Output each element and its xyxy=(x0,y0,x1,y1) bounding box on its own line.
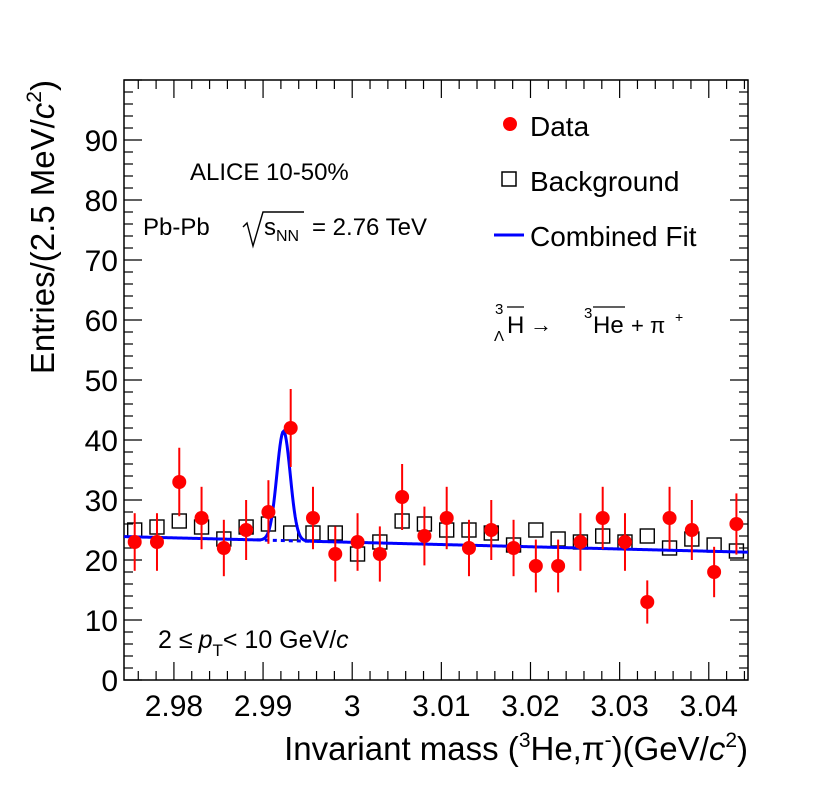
background-point xyxy=(282,525,299,541)
data-point xyxy=(372,547,387,561)
collision-system-label: Pb-Pb sNN = 2.76 TeV xyxy=(143,211,427,249)
svg-text:= 2.76 TeV: = 2.76 TeV xyxy=(312,214,427,241)
data-point xyxy=(239,523,254,537)
svg-text:He: He xyxy=(593,312,624,339)
svg-text:3: 3 xyxy=(495,301,503,318)
x-tick-label: 3.04 xyxy=(680,690,738,723)
y-tick-label: 80 xyxy=(85,185,118,218)
decay-channel-label: 3 Λ H → 3 He + π + xyxy=(494,301,683,345)
x-axis-title: Invariant mass (3He,π-)(GeV/c2) xyxy=(284,729,748,767)
data-point xyxy=(707,565,722,579)
x-tick-label: 2.99 xyxy=(234,690,292,723)
background-series xyxy=(126,513,745,562)
legend-background-marker xyxy=(501,171,517,187)
data-point xyxy=(395,490,410,504)
data-point xyxy=(617,535,632,549)
legend-background-label: Background xyxy=(530,166,679,197)
data-point xyxy=(595,511,610,525)
data-point xyxy=(328,547,343,561)
background-point xyxy=(528,522,544,538)
svg-text:Pb-Pb: Pb-Pb xyxy=(143,214,210,241)
data-point xyxy=(506,541,521,555)
legend-fit-label: Combined Fit xyxy=(530,221,697,252)
data-point xyxy=(684,523,699,537)
combined-fit-series xyxy=(123,429,749,554)
data-point xyxy=(127,535,142,549)
y-tick-label: 20 xyxy=(85,545,118,578)
x-tick-label: 2.98 xyxy=(145,690,203,723)
data-point xyxy=(216,541,231,555)
axis-ticks xyxy=(124,79,748,681)
background-point xyxy=(639,528,655,544)
svg-text:+ π: + π xyxy=(631,313,665,338)
data-point xyxy=(573,535,588,549)
y-tick-label: 30 xyxy=(85,485,118,518)
svg-text:Λ: Λ xyxy=(494,328,504,345)
x-tick-label: 3.03 xyxy=(590,690,648,723)
legend-data-marker xyxy=(503,117,517,131)
y-tick-label: 90 xyxy=(85,125,118,158)
data-point xyxy=(528,559,543,573)
x-tick-label: 3.02 xyxy=(501,690,559,723)
data-point xyxy=(461,541,476,555)
svg-text:H: H xyxy=(507,312,524,339)
data-point xyxy=(729,517,744,531)
data-point xyxy=(439,511,454,525)
data-point xyxy=(551,559,566,573)
y-tick-label: 60 xyxy=(85,305,118,338)
y-axis-title: Entries/(2.5 MeV/c2) xyxy=(23,80,61,374)
x-tick-label: 3 xyxy=(344,690,361,723)
data-point xyxy=(417,529,432,543)
data-series xyxy=(127,389,744,624)
legend: Data Background Combined Fit xyxy=(494,111,697,252)
data-point xyxy=(662,511,677,525)
data-point xyxy=(172,475,187,489)
experiment-label: ALICE 10-50% xyxy=(190,159,349,186)
data-point xyxy=(194,511,209,525)
data-point xyxy=(350,535,365,549)
svg-text:3: 3 xyxy=(584,305,592,322)
data-point xyxy=(149,535,164,549)
fit-background-dashed xyxy=(256,538,314,543)
y-tick-label: 10 xyxy=(85,605,118,638)
data-point xyxy=(261,505,276,519)
data-point xyxy=(484,523,499,537)
y-tick-label: 70 xyxy=(85,245,118,278)
sqrt-symbol xyxy=(242,211,304,249)
y-tick-label: 50 xyxy=(85,365,118,398)
svg-text:→: → xyxy=(530,312,552,337)
fit-curve xyxy=(123,429,749,554)
pt-range-label: 2 ≤ pT< 10 GeV/c xyxy=(158,626,349,660)
svg-text:+: + xyxy=(675,309,683,325)
data-point xyxy=(305,511,320,525)
x-tick-label: 3.01 xyxy=(412,690,470,723)
y-tick-labels: 0 10 20 30 40 50 60 70 80 90 xyxy=(85,125,118,698)
svg-text:sNN: sNN xyxy=(264,214,299,245)
y-tick-label: 40 xyxy=(85,425,118,458)
legend-data-label: Data xyxy=(530,111,590,142)
y-tick-label: 0 xyxy=(101,665,118,698)
data-point xyxy=(283,421,298,435)
data-point xyxy=(640,595,655,609)
x-tick-labels: 2.98 2.99 3 3.01 3.02 3.03 3.04 xyxy=(145,690,738,723)
